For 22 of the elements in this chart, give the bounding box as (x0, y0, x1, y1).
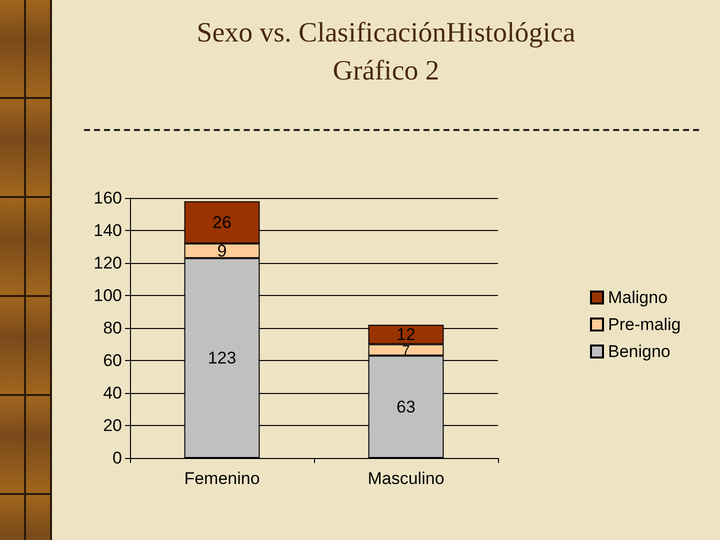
y-tick-label: 160 (94, 188, 122, 208)
y-tick-label: 100 (94, 286, 122, 305)
y-tick-label: 40 (103, 384, 122, 402)
y-tick-label: 0 (112, 448, 122, 468)
chart-title: Sexo vs. ClasificaciónHistológica (196, 18, 576, 48)
legend-label: Benigno (608, 342, 670, 361)
y-tick-label: 60 (103, 351, 122, 370)
data-label: 26 (212, 212, 232, 232)
x-tick-label: Masculino (368, 469, 444, 488)
data-label: 9 (217, 241, 227, 260)
data-label: 63 (396, 397, 416, 416)
y-tick-label: 120 (94, 254, 122, 272)
chart-subtitle: Gráfico 2 (332, 56, 440, 86)
data-label: 12 (396, 325, 416, 344)
data-label: 123 (208, 348, 236, 368)
legend-label: Maligno (608, 288, 668, 307)
legend-label: Pre-malig (608, 315, 681, 334)
y-tick-label: 80 (103, 318, 122, 338)
y-tick-label: 140 (94, 221, 122, 240)
x-tick-label: Femenino (184, 469, 260, 488)
y-tick-label: 20 (103, 416, 122, 435)
data-label: 7 (402, 342, 410, 358)
